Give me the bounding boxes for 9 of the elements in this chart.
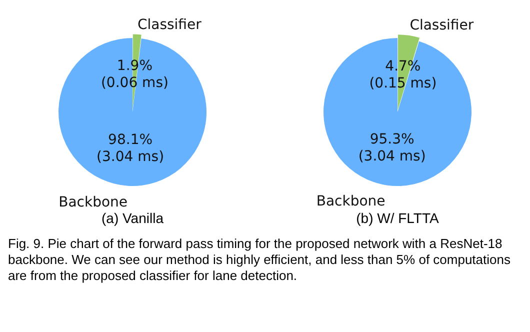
slice-label: Classifier xyxy=(137,16,202,33)
data-label: 98.1% (3.04 ms) xyxy=(96,132,164,166)
slice-label: Backbone xyxy=(316,194,386,210)
caption: Fig. 9. Pie chart of the forward pass timing for the proposed network with a ResNet-18 backbone. We can see our method is highly efficient, and less than 5% of computations are from the proposed classifier for lane detection. xyxy=(8,236,512,284)
text: (a) Vanilla xyxy=(100,210,164,226)
slice-label: Backbone xyxy=(58,194,128,210)
data-label: 95.3% (3.04 ms) xyxy=(358,132,426,165)
text: (b) W/ FLTTA xyxy=(355,210,440,226)
slice-label: Classifier xyxy=(410,18,474,34)
